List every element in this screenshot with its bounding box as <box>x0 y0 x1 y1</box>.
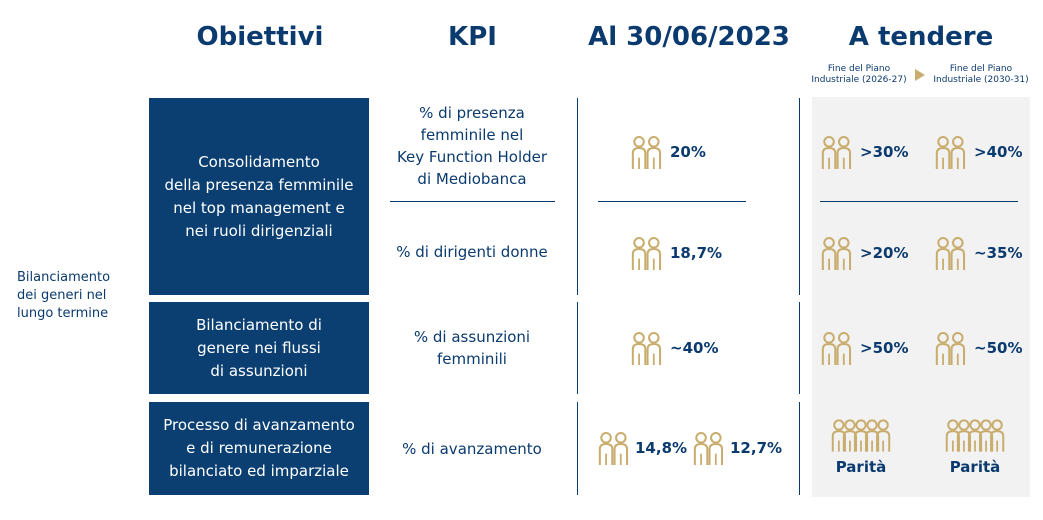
vline-right-2 <box>799 302 800 394</box>
header-obiettivi: Obiettivi <box>196 22 324 52</box>
value-2031-dirigenti: ~35% <box>934 233 1022 273</box>
value-2027-assunzioni: >50% <box>820 328 908 368</box>
two-people-icon <box>821 136 852 171</box>
value-current-avanzamento-a: 14,8% <box>597 428 687 468</box>
two-people-icon <box>935 136 966 171</box>
group-of-people-icon <box>945 419 1005 453</box>
value-current-assunzioni: ~40% <box>630 328 718 368</box>
kpi-label-dirigenti: % di dirigenti donne <box>396 243 548 261</box>
value-text: 12,7% <box>730 439 783 457</box>
value-text: 14,8% <box>635 439 688 457</box>
value-text: ~35% <box>974 244 1023 262</box>
value-text: 18,7% <box>670 244 723 262</box>
two-people-icon <box>821 237 852 272</box>
header-a-tendere: A tendere <box>848 22 994 52</box>
arrow-right-icon <box>915 69 925 81</box>
objective-box-3: Processo di avanzamento e di remunerazio… <box>149 402 369 495</box>
value-text: >40% <box>974 143 1023 161</box>
value-2027-avanzamento: Parità <box>826 415 896 476</box>
value-2027-dirigenti: >20% <box>820 233 908 273</box>
objective-box-1: Consolidamento della presenza femminile … <box>149 98 369 295</box>
value-current-dirigenti: 18,7% <box>630 233 722 273</box>
value-2031-assunzioni: ~50% <box>934 328 1022 368</box>
vline-right-3 <box>799 402 800 495</box>
side-label: Bilanciamento dei generi nel lungo termi… <box>17 270 111 321</box>
two-people-icon <box>935 237 966 272</box>
header-kpi: KPI <box>448 22 497 52</box>
kpi-label-key-function: % di presenza femminile nel Key Function… <box>396 104 548 188</box>
header-al-30-06-2023: Al 30/06/2023 <box>588 22 790 52</box>
subheader-2026-27: Fine del Piano Industriale (2026-27) <box>811 64 907 85</box>
value-current-avanzamento-b: 12,7% <box>692 428 782 468</box>
divider-kpi <box>390 201 555 202</box>
value-2031-kfh: >40% <box>934 132 1022 172</box>
objective-box-2: Bilanciamento di genere nei flussi di as… <box>149 302 369 394</box>
two-people-icon <box>631 237 662 272</box>
divider-target <box>820 201 1018 202</box>
group-of-people-icon <box>831 419 891 453</box>
value-2027-kfh: >30% <box>820 132 908 172</box>
vline-left-1 <box>577 98 578 295</box>
value-text: Parità <box>949 458 1001 476</box>
vline-left-2 <box>577 302 578 394</box>
value-text: Parità <box>835 458 887 476</box>
person-pair-icon <box>598 432 629 467</box>
two-people-icon <box>821 332 852 367</box>
value-text: ~40% <box>670 339 719 357</box>
kpi-label-assunzioni: % di assunzioni femminili <box>413 328 531 368</box>
value-2031-avanzamento: Parità <box>940 415 1010 476</box>
value-text: >50% <box>860 339 909 357</box>
kpi-label-avanzamento: % di avanzamento <box>402 440 542 458</box>
person-pair-icon <box>693 432 724 467</box>
value-text: 20% <box>670 143 706 161</box>
value-text: >20% <box>860 244 909 262</box>
two-people-icon <box>631 136 662 171</box>
value-current-kfh: 20% <box>630 132 706 172</box>
subheader-2030-31: Fine del Piano Industriale (2030-31) <box>933 64 1029 85</box>
vline-right-1 <box>799 98 800 295</box>
value-text: >30% <box>860 143 909 161</box>
divider-current <box>598 201 746 202</box>
two-people-icon <box>631 332 662 367</box>
two-people-icon <box>935 332 966 367</box>
vline-left-3 <box>577 402 578 495</box>
value-text: ~50% <box>974 339 1023 357</box>
